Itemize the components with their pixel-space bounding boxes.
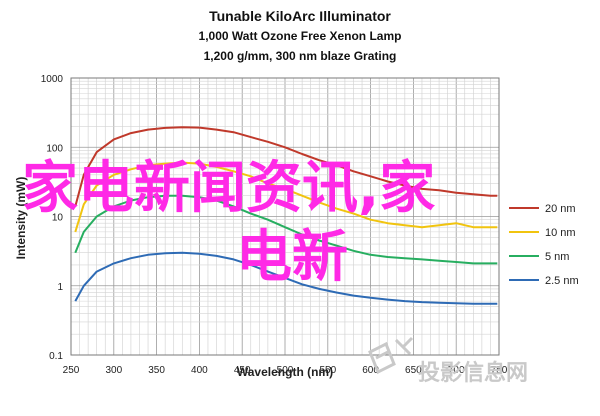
x-tick-label: 350 [148,365,165,376]
legend-label: 10 nm [545,227,576,239]
y-tick-label: 0.1 [49,351,63,362]
y-tick-label: 10 [52,213,64,224]
series-line [74,161,498,233]
overlay-text: 家电新闻资讯,家 电新 [22,156,435,290]
x-axis-title: Wavelength (nm) [237,365,333,379]
overlay-line-1: 家电新闻资讯,家 [22,156,435,221]
legend-label: 20 nm [545,203,576,215]
x-tick-label: 500 [277,365,294,376]
series-line [74,194,498,265]
watermark: 投影信息网 [368,336,528,386]
series-line [74,251,498,305]
series-lines [74,126,498,305]
x-tick-label: 300 [105,365,122,376]
x-tick-label: 600 [362,365,379,376]
x-tick-label: 550 [319,365,336,376]
chart-title: Tunable KiloArc Illuminator [209,8,391,24]
watermark-text: 投影信息网 [418,360,528,386]
chart-subtitle: 1,000 Watt Ozone Free Xenon Lamp [198,29,402,43]
overlay-line-2: 电新 [236,225,348,290]
x-tick-label: 750 [491,365,508,376]
x-tick-label: 450 [234,365,251,376]
x-tick-label: 400 [191,365,208,376]
y-tick-label: 1000 [41,74,64,85]
y-tick-label: 100 [46,143,63,154]
x-tick-label: 700 [448,365,465,376]
legend: 20 nm 10 nm 5 nm 2.5 nm [509,203,579,287]
chart-subtitle-2: 1,200 g/mm, 300 nm blaze Grating [203,49,397,63]
tick-labels: 250 300 350 400 450 500 550 600 650 700 750 0.1 1 10 1… [41,74,508,376]
legend-label: 2.5 nm [545,275,579,287]
x-tick-label: 250 [63,365,80,376]
legend-label: 5 nm [545,251,569,263]
plot-frame [70,77,500,356]
watermark-logo-icon [368,336,414,375]
y-tick-label: 1 [57,282,63,293]
y-axis-title: Intensity (mW) [14,177,28,260]
x-tick-label: 650 [405,365,422,376]
series-line [74,126,498,207]
